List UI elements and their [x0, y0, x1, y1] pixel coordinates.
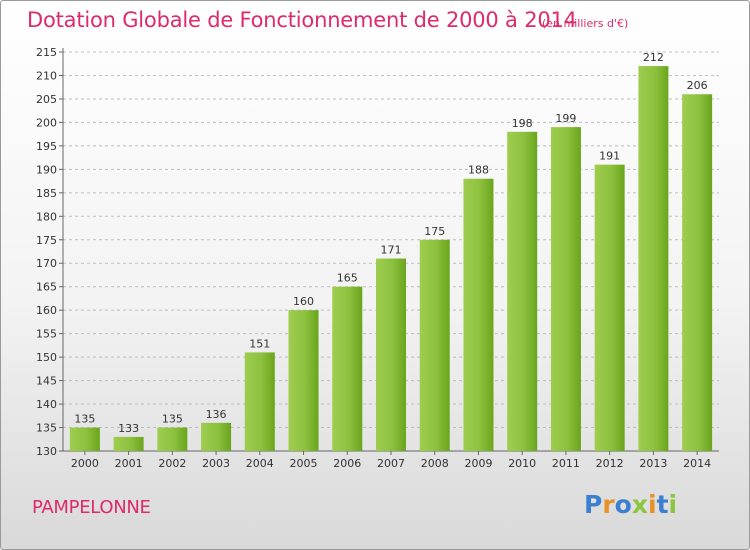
y-tick-labels: 130 135 140 145 150 155 160 165 170 175 180 185 190 1…: [36, 46, 57, 458]
x-tick-label-2007: 2007: [377, 457, 405, 470]
y-tick-label: 170: [36, 257, 57, 270]
value-label-2003: 136: [206, 408, 227, 421]
y-tick-label: 155: [36, 328, 57, 341]
y-tick-label: 190: [36, 163, 57, 176]
value-label-2006: 165: [337, 272, 358, 285]
logo-letter: o: [614, 490, 632, 519]
y-tick-label: 150: [36, 351, 57, 364]
logo-letter: t: [656, 490, 669, 519]
logo-letter: P: [584, 490, 603, 519]
value-label-2004: 151: [249, 337, 270, 350]
bar-2001: [113, 436, 144, 451]
logo-letter: r: [602, 490, 615, 519]
y-tick-label: 140: [36, 398, 57, 411]
bar-2011: [550, 127, 581, 451]
x-tick-label-2005: 2005: [290, 457, 318, 470]
x-tick-label-2003: 2003: [202, 457, 230, 470]
value-label-2014: 206: [687, 79, 708, 92]
y-tick-label: 205: [36, 93, 57, 106]
logo-letter: i: [668, 490, 678, 519]
value-label-2009: 188: [468, 164, 489, 177]
y-tick-label: 210: [36, 69, 57, 82]
x-tick-label-2002: 2002: [158, 457, 186, 470]
x-tick-labels: 2000 2001 2002 2003 2004 2005 2006 2007 2008 2009…: [71, 457, 711, 470]
y-tick-label: 130: [36, 445, 57, 458]
y-tick-label: 175: [36, 234, 57, 247]
bar-2006: [332, 286, 363, 451]
y-tick-label: 185: [36, 187, 57, 200]
value-label-2012: 191: [599, 150, 620, 163]
bar-2012: [594, 164, 625, 452]
x-tick-label-2011: 2011: [552, 457, 580, 470]
bar-2002: [157, 427, 188, 451]
y-tick-label: 200: [36, 116, 57, 129]
x-tick-label-2004: 2004: [246, 457, 274, 470]
logo-letter: i: [648, 490, 657, 519]
y-tick-label: 215: [36, 46, 57, 59]
x-tick-label-2014: 2014: [683, 457, 711, 470]
y-tick-label: 135: [36, 422, 57, 435]
value-label-2000: 135: [74, 413, 95, 426]
x-tick-label-2008: 2008: [421, 457, 449, 470]
x-tick-label-2001: 2001: [115, 457, 143, 470]
x-tick-label-2010: 2010: [508, 457, 536, 470]
value-label-2013: 212: [643, 51, 664, 64]
x-tick-label-2009: 2009: [464, 457, 492, 470]
chart-title: Dotation Globale de Fonctionnement de 20…: [27, 8, 577, 32]
y-tick-label: 145: [36, 375, 57, 388]
value-label-2011: 199: [555, 112, 576, 125]
x-tick-label-2006: 2006: [333, 457, 361, 470]
bar-2004: [244, 352, 275, 451]
y-tick-label: 165: [36, 281, 57, 294]
value-labels: 135 133 135 136 151 160 165 171 175 188 198 199 191 2…: [74, 51, 707, 435]
x-tick-label-2000: 2000: [71, 457, 99, 470]
value-label-2002: 135: [162, 413, 183, 426]
bar-2009: [463, 178, 494, 451]
bars: [69, 66, 713, 452]
logo-letter: x: [631, 490, 648, 519]
bar-2008: [419, 239, 450, 451]
x-tick-label-2012: 2012: [596, 457, 624, 470]
bar-2003: [201, 422, 232, 451]
y-tick-label: 160: [36, 304, 57, 317]
x-tick-label-2013: 2013: [639, 457, 667, 470]
chart-unit-subtitle: (en milliers d'€): [542, 17, 629, 30]
bar-2010: [507, 131, 538, 452]
bar-2014: [682, 94, 713, 451]
value-label-2001: 133: [118, 422, 139, 435]
bar-2000: [69, 427, 100, 451]
value-label-2007: 171: [381, 244, 402, 257]
value-label-2008: 175: [424, 225, 445, 238]
bar-2007: [376, 258, 406, 451]
commune-name: PAMPELONNE: [32, 497, 151, 518]
y-tick-label: 180: [36, 210, 57, 223]
value-label-2010: 198: [512, 117, 533, 130]
value-label-2005: 160: [293, 295, 314, 308]
bar-2013: [638, 66, 669, 452]
y-tick-label: 195: [36, 140, 57, 153]
bar-2005: [288, 310, 319, 451]
proxiti-logo[interactable]: Proxiti: [584, 490, 677, 519]
